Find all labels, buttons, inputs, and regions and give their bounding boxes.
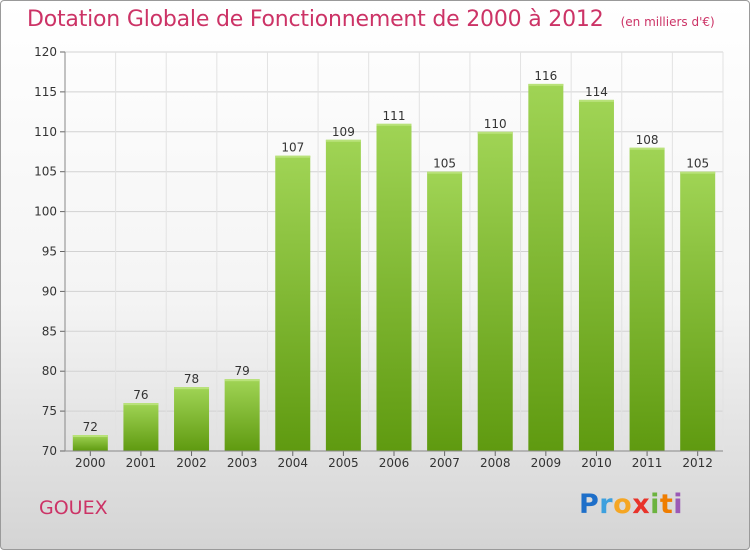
y-tick-label: 80 <box>42 364 57 378</box>
x-tick-label: 2004 <box>277 456 308 470</box>
y-tick-label: 90 <box>42 284 57 298</box>
x-tick-label: 2003 <box>227 456 258 470</box>
y-tick-label: 120 <box>34 45 57 59</box>
bar-highlight <box>123 403 159 406</box>
bar-highlight <box>427 171 463 174</box>
y-tick-label: 95 <box>42 245 57 259</box>
bar <box>325 139 361 451</box>
data-label: 78 <box>184 372 199 386</box>
bar-highlight <box>275 155 311 158</box>
data-label: 116 <box>534 69 557 83</box>
bar-highlight <box>578 99 614 102</box>
proxiti-logo: Proxiti <box>579 489 683 520</box>
data-label: 79 <box>235 364 250 378</box>
data-label: 111 <box>383 109 406 123</box>
title-row: Dotation Globale de Fonctionnement de 20… <box>27 7 715 32</box>
bar <box>72 435 108 451</box>
bar-highlight <box>325 139 361 142</box>
x-tick-label: 2012 <box>682 456 713 470</box>
axes: 70 75 80 85 90 95 100 105 110 115 120 2000 2001 2002 2… <box>34 45 723 470</box>
logo-letter: t <box>659 489 674 520</box>
data-label: 105 <box>433 157 456 171</box>
y-tick-label: 115 <box>34 85 57 99</box>
bar-highlight <box>680 171 716 174</box>
logo-letter: x <box>632 489 651 520</box>
bar-highlight <box>629 147 665 150</box>
bar <box>123 403 159 451</box>
x-tick-label: 2008 <box>480 456 511 470</box>
y-tick-label: 110 <box>34 125 57 139</box>
data-label: 105 <box>686 157 709 171</box>
bar-highlight <box>528 83 564 86</box>
bar-highlight <box>376 123 412 126</box>
logo-letter: r <box>599 489 614 520</box>
x-tick-label: 2000 <box>75 456 106 470</box>
x-tick-label: 2009 <box>531 456 562 470</box>
x-tick-label: 2005 <box>328 456 359 470</box>
bar <box>174 387 210 451</box>
bars: 72 76 78 79 107 109 111 105 110 116 114 108 105 <box>72 69 716 452</box>
bar-highlight <box>224 379 260 382</box>
y-tick-label: 70 <box>42 444 57 458</box>
bar <box>477 131 513 452</box>
data-label: 72 <box>83 420 98 434</box>
commune-name: GOUEX <box>39 497 108 519</box>
data-label: 114 <box>585 85 608 99</box>
y-tick-label: 85 <box>42 324 57 338</box>
data-label: 107 <box>281 141 304 155</box>
y-tick-label: 105 <box>34 165 57 179</box>
chart-title: Dotation Globale de Fonctionnement de 20… <box>27 7 604 32</box>
bar <box>427 171 463 451</box>
y-tick-label: 75 <box>42 404 57 418</box>
logo-letter: P <box>579 489 600 520</box>
bar-highlight <box>72 435 108 438</box>
bar <box>528 83 564 452</box>
x-tick-label: 2010 <box>581 456 612 470</box>
bar <box>275 155 311 452</box>
data-label: 109 <box>332 125 355 139</box>
x-tick-label: 2006 <box>379 456 410 470</box>
bar-highlight <box>174 387 210 390</box>
x-tick-label: 2011 <box>632 456 663 470</box>
bar <box>680 171 716 451</box>
bar <box>578 99 614 451</box>
y-tick-label: 100 <box>34 205 57 219</box>
logo-letter: i <box>650 489 660 520</box>
bar <box>629 147 665 451</box>
bar <box>376 123 412 451</box>
logo-letter: o <box>613 489 633 520</box>
x-tick-label: 2001 <box>126 456 157 470</box>
logo-letter: i <box>673 489 684 520</box>
data-label: 110 <box>484 117 507 131</box>
data-label: 108 <box>636 133 659 147</box>
bar-highlight <box>477 131 513 134</box>
data-label: 76 <box>133 388 148 402</box>
chart-unit: (en milliers d'€) <box>620 15 715 29</box>
bar <box>224 379 260 451</box>
x-tick-label: 2007 <box>429 456 460 470</box>
x-tick-label: 2002 <box>176 456 207 470</box>
